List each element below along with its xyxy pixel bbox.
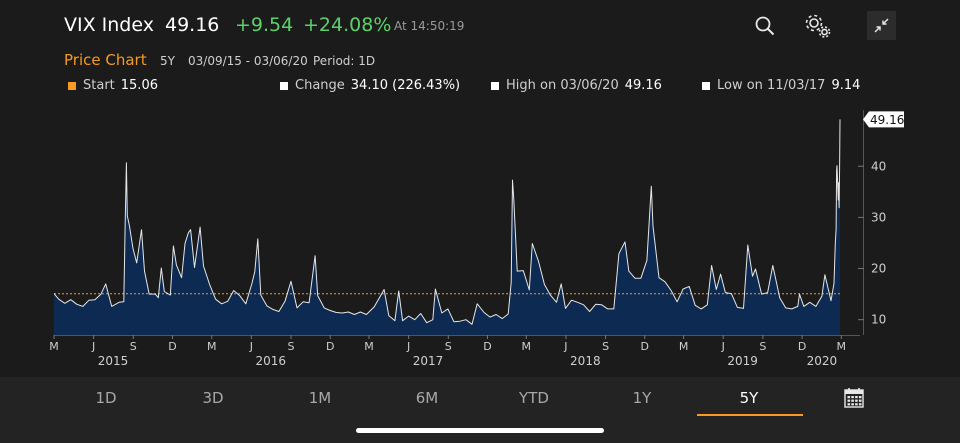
x-month-label: D bbox=[798, 340, 806, 353]
price-chart-title: Price Chart bbox=[64, 51, 147, 69]
search-icon bbox=[755, 16, 775, 36]
collapse-icon bbox=[874, 18, 889, 33]
y-tick-label: 20 bbox=[871, 262, 886, 276]
x-year-label: 2020 bbox=[807, 354, 838, 368]
tab-1y[interactable]: 1Y bbox=[632, 389, 652, 407]
settings-icon bbox=[805, 14, 831, 38]
low-marker bbox=[702, 81, 710, 90]
stat-start: Start 15.06 bbox=[68, 78, 158, 93]
calendar-icon bbox=[844, 388, 864, 408]
tab-3d[interactable]: 3D bbox=[202, 389, 224, 407]
stat-high-value: 49.16 bbox=[624, 78, 662, 93]
x-month-label: M bbox=[679, 340, 689, 353]
x-month-label: J bbox=[563, 340, 567, 353]
last-value-label: 49.16 bbox=[870, 113, 904, 127]
x-year-label: 2015 bbox=[98, 354, 129, 368]
stat-low: Low on 11/03/17 9.14 bbox=[702, 78, 860, 93]
x-month-label: D bbox=[326, 340, 334, 353]
x-month-label: J bbox=[406, 340, 410, 353]
y-tick-label: 40 bbox=[871, 159, 886, 173]
active-tab-underline bbox=[697, 414, 803, 416]
stat-change-label: Change bbox=[295, 78, 345, 93]
x-year-label: 2019 bbox=[727, 354, 758, 368]
x-month-label: M bbox=[364, 340, 374, 353]
collapse-chart-button[interactable] bbox=[867, 11, 896, 40]
x-month-label: D bbox=[168, 340, 176, 353]
chart-dates: 03/09/15 - 03/06/20 bbox=[188, 54, 308, 68]
ticker-name: VIX Index bbox=[64, 14, 154, 36]
x-month-label: S bbox=[445, 340, 452, 353]
stat-change-value: 34.10 (226.43%) bbox=[350, 78, 461, 93]
stat-start-label: Start bbox=[83, 78, 115, 93]
x-month-label: M bbox=[522, 340, 532, 353]
stat-start-value: 15.06 bbox=[120, 78, 158, 93]
stat-low-value: 9.14 bbox=[831, 78, 861, 93]
x-month-label: M bbox=[207, 340, 217, 353]
stat-change: Change 34.10 (226.43%) bbox=[280, 78, 460, 93]
tab-ytd[interactable]: YTD bbox=[519, 389, 549, 407]
high-marker bbox=[491, 81, 499, 90]
quote-time: At 14:50:19 bbox=[394, 19, 465, 33]
x-month-label: S bbox=[602, 340, 609, 353]
stat-high-label: High on 03/06/20 bbox=[506, 78, 619, 93]
x-month-label: S bbox=[130, 340, 137, 353]
settings-button[interactable] bbox=[801, 11, 835, 41]
stat-low-label: Low on 11/03/17 bbox=[717, 78, 826, 93]
calendar-button[interactable] bbox=[844, 387, 864, 412]
chart-period: Period: 1D bbox=[313, 54, 376, 68]
chart-range: 5Y bbox=[160, 54, 175, 68]
x-month-label: M bbox=[837, 340, 847, 353]
stat-high: High on 03/06/20 49.16 bbox=[491, 78, 662, 93]
x-year-label: 2018 bbox=[570, 354, 601, 368]
series-line bbox=[53, 119, 841, 325]
x-year-label: 2016 bbox=[255, 354, 286, 368]
vix-price-chart[interactable]: 10 20 30 40 49.16 M J S D M J S D M J S D M J S D M J S D M 2015 20… bbox=[0, 100, 960, 377]
tab-5y[interactable]: 5Y bbox=[739, 389, 759, 407]
x-month-label: D bbox=[483, 340, 491, 353]
change-marker bbox=[280, 81, 288, 90]
x-month-label: S bbox=[288, 340, 295, 353]
last-price: 49.16 bbox=[165, 14, 220, 36]
range-tab-bar: 1D 3D 1M 6M YTD 1Y 5Y bbox=[0, 377, 960, 443]
search-button[interactable] bbox=[750, 11, 780, 41]
tab-1m[interactable]: 1M bbox=[308, 389, 332, 407]
y-tick-label: 10 bbox=[871, 313, 886, 327]
x-month-label: S bbox=[759, 340, 766, 353]
x-month-label: M bbox=[49, 340, 59, 353]
x-month-label: J bbox=[721, 340, 725, 353]
last-value-tag bbox=[863, 111, 904, 128]
price-change: +9.54 bbox=[235, 14, 294, 36]
x-month-label: J bbox=[91, 340, 95, 353]
x-year-label: 2017 bbox=[413, 354, 444, 368]
home-indicator bbox=[356, 428, 604, 433]
x-month-label: D bbox=[641, 340, 649, 353]
start-marker bbox=[68, 81, 76, 90]
tab-6m[interactable]: 6M bbox=[415, 389, 439, 407]
price-change-percent: +24.08% bbox=[303, 14, 392, 36]
tab-1d[interactable]: 1D bbox=[95, 389, 117, 407]
x-month-label: J bbox=[249, 340, 253, 353]
area-fill bbox=[54, 119, 840, 336]
y-tick-label: 30 bbox=[871, 210, 886, 224]
